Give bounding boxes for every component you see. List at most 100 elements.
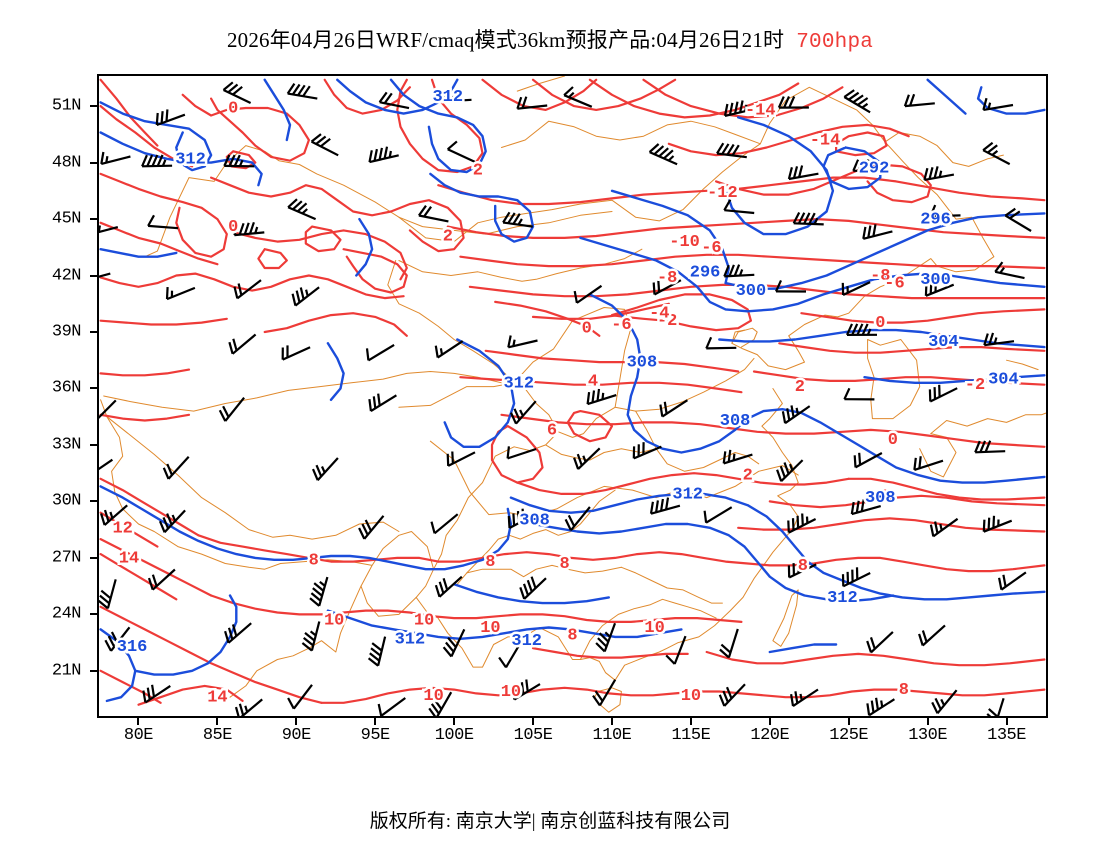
wind-barb	[787, 165, 819, 181]
wind-barb	[99, 458, 114, 471]
x-axis-tick-label: 80E	[123, 726, 154, 745]
isotherm-path	[667, 123, 910, 157]
isotherm-label-halo: 14	[207, 689, 227, 708]
height-contour-label: 308	[865, 489, 896, 508]
isotherm-label: 10	[480, 619, 500, 638]
wind-barb	[365, 343, 395, 362]
wind-barb	[377, 697, 406, 716]
height-contour-path	[326, 342, 345, 401]
isotherm-label: 0	[228, 99, 238, 118]
wind-barb	[233, 221, 265, 237]
y-axis-tick	[90, 161, 97, 164]
coastline-path	[466, 564, 553, 578]
wind-barb	[573, 284, 603, 304]
wind-barb	[104, 626, 131, 652]
isotherm-label-halo: 10	[681, 687, 701, 706]
coastline-path	[620, 566, 723, 604]
wind-barb	[519, 576, 547, 600]
wind-barb	[428, 691, 453, 716]
x-axis-tick-label: 90E	[281, 726, 312, 745]
x-axis-tick	[295, 718, 298, 725]
isotherm-label: 8	[485, 553, 495, 572]
wind-barb	[162, 456, 190, 480]
wind-barb	[931, 689, 958, 715]
isotherm-path	[99, 172, 228, 258]
isotherm-label-halo: 4	[878, 487, 888, 506]
y-axis-tick	[90, 669, 97, 672]
x-axis-tick	[453, 718, 456, 725]
isotherm-path	[446, 218, 1046, 239]
wind-barb	[787, 563, 817, 579]
coastline-path	[635, 410, 760, 472]
isotherm-label: 14	[207, 689, 227, 708]
height-contour-path	[99, 131, 263, 187]
isotherm-label: 10	[644, 619, 664, 638]
coastline-path	[557, 406, 616, 438]
title-main-text: 2026年04月26日WRF/cmaq模式36km预报产品:04月26日21时	[226, 28, 785, 52]
isotherm-label: 8	[567, 627, 577, 646]
isotherm-path	[768, 494, 1046, 509]
title-level-text: 700hpa	[796, 31, 874, 54]
wind-barb	[649, 497, 681, 515]
height-contour-label-halo: 304	[988, 371, 1019, 390]
wind-barb	[843, 387, 875, 401]
isotherm-label-halo: -6	[884, 275, 904, 294]
height-contour-path	[724, 116, 835, 236]
isotherm-label: -12	[707, 184, 738, 203]
isotherm-label: -6	[611, 316, 631, 335]
isotherm-path	[566, 410, 614, 443]
wind-barb	[511, 679, 541, 701]
wind-barb	[929, 204, 961, 218]
wind-barb	[659, 399, 689, 418]
isotherm-label-halo: -2	[657, 312, 677, 331]
wind-barb	[841, 567, 871, 588]
wind-barb	[142, 684, 171, 704]
wind-barb	[716, 142, 747, 159]
isotherm-label: 2	[743, 467, 753, 486]
isotherm-path	[137, 684, 244, 706]
isotherm-label-halo: -8	[657, 269, 677, 288]
wind-barb	[982, 515, 1013, 533]
wind-barb	[777, 96, 809, 109]
y-axis-tick	[90, 105, 97, 108]
wind-barb	[368, 393, 397, 413]
wind-barb	[722, 449, 753, 465]
wind-barb	[787, 513, 817, 534]
height-contour-path	[610, 189, 730, 285]
isotherm-label: -8	[870, 267, 890, 286]
isotherm-label-halo: 4	[588, 372, 598, 391]
isotherm-path	[588, 78, 800, 119]
wind-barb	[286, 82, 318, 100]
height-contour-label-halo: 292	[859, 160, 890, 179]
y-axis-tick-label: 39N	[51, 322, 82, 342]
coastline-path	[103, 371, 525, 412]
y-axis-tick	[90, 500, 97, 503]
isotherm-label-halo: 8	[567, 627, 577, 646]
wind-barb	[291, 286, 320, 307]
isotherm-label-halo: 0	[888, 431, 898, 450]
y-axis: 51N 48N 45N 42N 39N 36N 33N 30N 27N 24N 21N	[0, 0, 95, 850]
isotherm-path	[737, 517, 1046, 533]
height-contour-label: 312	[175, 150, 206, 169]
isotherm-path	[516, 472, 850, 495]
height-contour-path	[355, 217, 374, 277]
height-contour-label-halo: 312	[672, 485, 703, 504]
wind-barb	[790, 688, 819, 708]
isotherm-path	[500, 413, 1046, 448]
y-axis-tick-label: 21N	[51, 661, 82, 681]
x-axis-tick	[847, 718, 850, 725]
height-contour-label: 316	[117, 638, 148, 657]
coastline-path	[398, 211, 613, 235]
isotherm-path	[642, 78, 844, 119]
wind-barb	[723, 100, 755, 117]
wind-barb	[287, 684, 313, 710]
wind-barb	[592, 679, 617, 707]
isotherm-path	[531, 647, 689, 659]
height-contour-label: 300	[736, 282, 767, 301]
wind-barb	[233, 279, 262, 300]
wind-barb	[287, 198, 317, 221]
map-plot-area[interactable]: 0 0 2 2 0 0 2 2 -14 -14 -14 -14 -12 -12 -10 -10 -6 -6 -8 -8…	[97, 74, 1048, 718]
wind-barb	[502, 211, 533, 228]
isotherm-path	[99, 221, 219, 266]
coastline-path	[579, 598, 717, 660]
